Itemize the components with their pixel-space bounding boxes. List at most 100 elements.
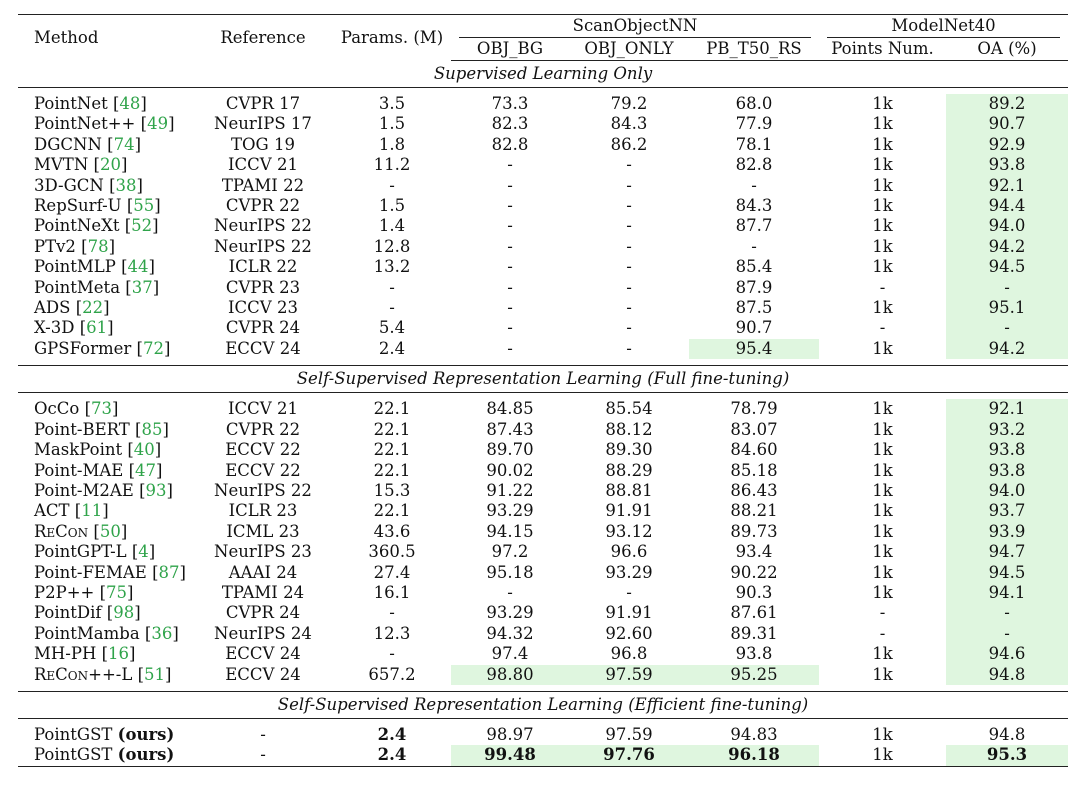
obj-only-cell: 91.91: [605, 501, 653, 521]
section-rule: [18, 87, 1069, 94]
reference-cell: NeurIPS 24: [214, 623, 312, 643]
citation-link[interactable]: 52: [131, 216, 153, 236]
table-row: PointNet++ [49] NeurIPS 17 1.5 82.3 84.3 77.9…: [18, 114, 1069, 135]
header-points-num: Points Num.: [819, 38, 947, 61]
pb-t50-rs-cell: 90.7: [735, 318, 773, 338]
obj-only-cell: 97.59: [605, 724, 653, 744]
citation-link[interactable]: 98: [113, 603, 135, 623]
table-row: RepSurf-U [55] CVPR 22 1.5 - - 84.3 1k 94.4: [18, 196, 1069, 217]
citation-link[interactable]: 74: [113, 134, 135, 154]
oa-cell: -: [946, 318, 1069, 339]
method-cell: PointMLP [44]: [34, 257, 155, 277]
pb-t50-rs-cell: 86.43: [730, 480, 778, 500]
params-cell: -: [389, 277, 395, 297]
pb-t50-rs-cell: 85.4: [735, 257, 773, 277]
method-name: ReCon++-L: [34, 664, 133, 684]
params-cell: -: [389, 175, 395, 195]
params-cell: 12.3: [373, 623, 411, 643]
obj-bg-cell: 91.22: [486, 480, 534, 500]
params-cell: 1.5: [378, 196, 406, 216]
citation-link[interactable]: 47: [135, 460, 157, 480]
citation-link[interactable]: 37: [131, 277, 153, 297]
obj-bg-cell: 84.85: [486, 399, 534, 419]
points-num-cell: 1k: [872, 155, 893, 175]
points-num-cell: 1k: [872, 399, 893, 419]
citation-link[interactable]: 16: [108, 644, 130, 664]
method-cell: ReCon [50]: [34, 521, 128, 541]
oa-cell: 93.8: [946, 155, 1069, 176]
reference-cell: ICML 23: [226, 521, 300, 541]
method-cell: MH-PH [16]: [34, 644, 136, 664]
method-name: P2P++: [34, 582, 95, 602]
table-row: PointGST (ours) -2.4 99.48 97.76 96.18 1k 95.3: [18, 745, 1069, 767]
reference-cell: ICCV 21: [228, 399, 298, 419]
pb-t50-rs-cell: 93.4: [735, 542, 773, 562]
citation-link[interactable]: 51: [144, 664, 166, 684]
obj-only-cell: -: [626, 277, 632, 297]
table-row: ACT [11] ICLR 23 22.1 93.29 91.91 88.21 1k 93.7: [18, 501, 1069, 522]
obj-bg-cell: 93.29: [486, 603, 534, 623]
obj-bg-cell: 82.8: [491, 134, 529, 154]
method-name: Point-FEMAE: [34, 562, 147, 582]
obj-only-cell: -: [626, 196, 632, 216]
params-cell: 16.1: [373, 582, 411, 602]
points-num-cell: 1k: [872, 440, 893, 460]
obj-only-cell: 79.2: [610, 94, 648, 113]
citation-link[interactable]: 55: [133, 196, 155, 216]
citation-link[interactable]: 22: [82, 298, 104, 318]
obj-only-cell: 96.6: [610, 542, 648, 562]
citation-link[interactable]: 61: [86, 318, 108, 338]
points-num-cell: 1k: [872, 236, 893, 256]
citation-link[interactable]: 36: [151, 623, 173, 643]
table-row: PointNeXt [52] NeurIPS 22 1.4 - - 87.7 1k 94.0: [18, 216, 1069, 237]
method-cell: GPSFormer [72]: [34, 338, 171, 358]
params-cell: -: [389, 644, 395, 664]
citation-link[interactable]: 11: [81, 501, 103, 521]
method-cell: PointNet++ [49]: [34, 114, 175, 134]
oa-cell: 94.6: [946, 644, 1069, 665]
obj-bg-cell: 99.48: [451, 745, 569, 767]
method-cell: Point-BERT [85]: [34, 419, 169, 439]
table-row: GPSFormer [72] ECCV 24 2.4 - - 95.4 1k 94.2: [18, 338, 1069, 360]
section-title: Supervised Learning Only: [433, 64, 653, 83]
points-num-cell: 1k: [872, 94, 893, 113]
citation-link[interactable]: 38: [115, 175, 137, 195]
oa-cell: 92.1: [946, 175, 1069, 197]
citation-link[interactable]: 85: [141, 419, 163, 439]
citation-link[interactable]: 93: [145, 480, 167, 500]
citation-link[interactable]: 75: [106, 582, 128, 602]
citation-link[interactable]: 87: [158, 562, 180, 582]
reference-cell: CVPR 23: [225, 277, 301, 297]
obj-only-cell: 97.76: [569, 745, 689, 767]
method-name: 3D-GCN: [34, 175, 104, 195]
points-num-cell: 1k: [872, 419, 893, 439]
obj-bg-cell: -: [507, 155, 513, 175]
header-scanobjectnn: ScanObjectNN: [451, 14, 820, 38]
params-cell: 15.3: [373, 480, 411, 500]
points-num-cell: 1k: [872, 114, 893, 134]
citation-link[interactable]: 78: [87, 236, 109, 256]
citation-link[interactable]: 49: [147, 114, 169, 134]
citation-link[interactable]: 20: [99, 155, 121, 175]
citation-link[interactable]: 50: [99, 521, 121, 541]
citation-link[interactable]: 4: [138, 542, 149, 562]
oa-cell: 94.1: [946, 582, 1069, 604]
pb-t50-rs-cell: 93.8: [735, 644, 773, 664]
citation-link[interactable]: 48: [119, 94, 141, 113]
obj-only-cell: 91.91: [605, 603, 653, 623]
oa-cell: 94.2: [946, 338, 1069, 360]
params-cell: 1.8: [378, 134, 406, 154]
method-cell: Point-FEMAE [87]: [34, 562, 186, 582]
oa-cell: 94.2: [946, 236, 1069, 258]
citation-link[interactable]: 40: [133, 440, 155, 460]
obj-only-cell: 85.54: [605, 399, 653, 419]
citation-link[interactable]: 72: [142, 338, 164, 358]
header-reference: Reference: [193, 14, 333, 61]
reference-cell: -: [260, 724, 266, 744]
pb-t50-rs-cell: 68.0: [735, 94, 773, 113]
obj-only-cell: 89.30: [605, 440, 653, 460]
citation-link[interactable]: 44: [127, 257, 149, 277]
citation-link[interactable]: 73: [91, 399, 113, 419]
params-cell: 13.2: [373, 257, 411, 277]
points-num-cell: 1k: [872, 196, 893, 216]
